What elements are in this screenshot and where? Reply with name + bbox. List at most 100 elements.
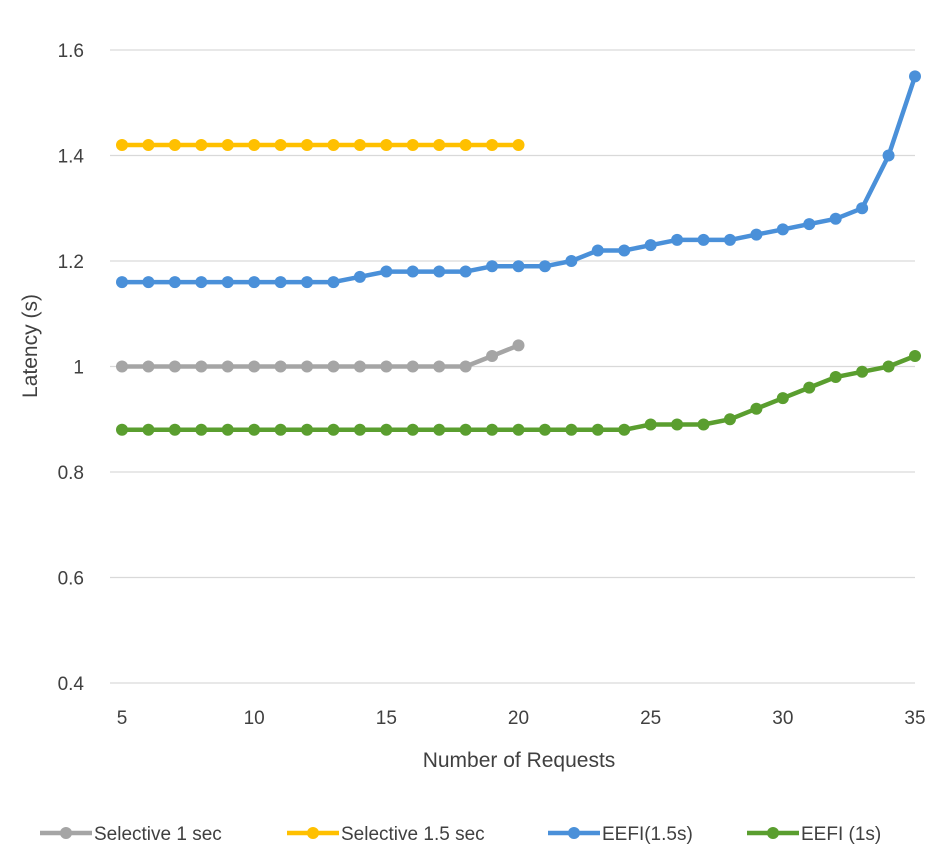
data-point: [723, 413, 736, 426]
data-point: [591, 423, 604, 436]
data-point: [856, 365, 869, 378]
series-line: [119, 74, 918, 285]
legend-swatch-marker: [307, 827, 319, 839]
data-point: [353, 360, 366, 373]
data-point: [459, 138, 472, 151]
data-point: [248, 423, 261, 436]
data-point: [274, 423, 287, 436]
y-axis-title: Latency (s): [19, 294, 42, 398]
series-3: [116, 349, 921, 436]
x-tick-label: 30: [772, 708, 793, 729]
data-point: [909, 70, 921, 83]
y-tick-label: 0.8: [58, 463, 84, 484]
data-point: [353, 138, 366, 151]
data-point: [327, 360, 340, 373]
y-tick-label: 0.4: [58, 674, 85, 695]
x-axis-ticks: 5 10 15 20 25 30 35: [117, 708, 926, 729]
data-point: [486, 260, 499, 273]
series-0: [116, 339, 525, 373]
data-point: [195, 360, 208, 373]
data-point: [168, 360, 181, 373]
legend-swatch-marker: [60, 827, 72, 839]
data-point: [248, 360, 261, 373]
y-tick-label: 1.6: [58, 41, 84, 62]
data-point: [565, 423, 578, 436]
data-point: [116, 360, 128, 373]
data-point: [856, 202, 869, 215]
data-point: [221, 276, 234, 289]
data-point: [723, 233, 736, 246]
legend-label: Selective 1 sec: [94, 824, 222, 845]
data-point: [618, 423, 631, 436]
data-point: [909, 349, 921, 362]
data-point: [486, 138, 499, 151]
data-point: [750, 402, 763, 415]
x-axis-title: Number of Requests: [423, 749, 616, 772]
y-tick-label: 0.6: [58, 569, 84, 590]
data-point: [644, 239, 657, 252]
data-point: [433, 265, 446, 278]
data-point: [142, 276, 155, 289]
data-point: [433, 423, 446, 436]
data-point: [512, 138, 525, 151]
series-layer: [116, 70, 921, 436]
x-tick-label: 35: [904, 708, 925, 729]
data-point: [195, 423, 208, 436]
data-point: [301, 276, 314, 289]
data-point: [538, 260, 551, 273]
data-point: [512, 423, 525, 436]
data-point: [195, 138, 208, 151]
data-point: [221, 360, 234, 373]
data-point: [433, 360, 446, 373]
data-point: [380, 265, 393, 278]
series-line: [119, 343, 521, 369]
data-point: [327, 138, 340, 151]
data-point: [142, 423, 155, 436]
data-point: [380, 360, 393, 373]
y-tick-label: 1: [73, 358, 84, 379]
data-point: [195, 276, 208, 289]
data-point: [274, 276, 287, 289]
data-point: [459, 360, 472, 373]
data-point: [301, 360, 314, 373]
data-point: [512, 339, 525, 352]
data-point: [459, 265, 472, 278]
data-point: [406, 138, 419, 151]
data-point: [168, 423, 181, 436]
legend-label: EEFI (1s): [801, 824, 881, 845]
data-point: [538, 423, 551, 436]
legend-item: EEFI (1s): [747, 824, 881, 845]
data-point: [829, 212, 842, 225]
series-1: [116, 138, 525, 151]
data-point: [353, 270, 366, 283]
data-point: [565, 255, 578, 267]
data-point: [829, 371, 842, 384]
data-point: [803, 218, 816, 231]
data-point: [486, 349, 499, 362]
data-point: [671, 418, 684, 431]
series-2: [116, 70, 921, 289]
data-point: [116, 423, 128, 436]
data-point: [301, 423, 314, 436]
data-point: [142, 138, 155, 151]
data-point: [116, 138, 128, 151]
data-point: [301, 138, 314, 151]
data-point: [618, 244, 631, 257]
legend-item: Selective 1 sec: [40, 824, 222, 845]
legend-label: Selective 1.5 sec: [341, 824, 485, 845]
data-point: [697, 418, 710, 431]
legend-swatch-marker: [767, 827, 779, 839]
data-point: [142, 360, 155, 373]
data-point: [776, 223, 789, 236]
data-point: [353, 423, 366, 436]
data-point: [327, 423, 340, 436]
data-point: [671, 233, 684, 246]
x-tick-label: 15: [376, 708, 397, 729]
data-point: [274, 138, 287, 151]
y-tick-label: 1.4: [58, 147, 85, 168]
data-point: [168, 276, 181, 289]
data-point: [168, 138, 181, 151]
data-point: [697, 233, 710, 246]
